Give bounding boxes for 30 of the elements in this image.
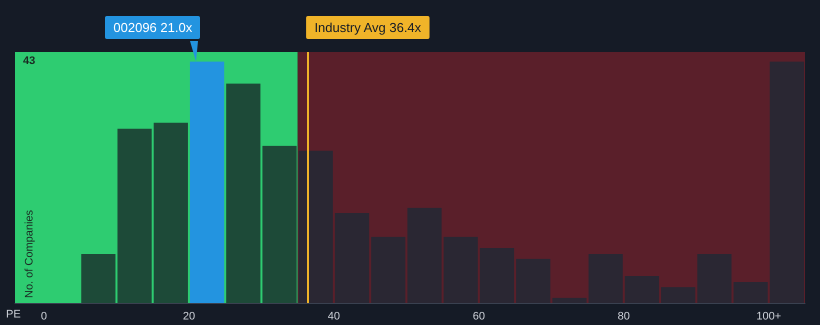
bar bbox=[624, 276, 660, 303]
y-axis-title: No. of Companies bbox=[24, 209, 36, 298]
x-tick-label: 80 bbox=[618, 310, 630, 322]
bar bbox=[552, 298, 587, 303]
bar bbox=[444, 236, 478, 303]
annotation: 002096 21.0x bbox=[105, 16, 200, 39]
x-tick-label: 100+ bbox=[756, 310, 782, 322]
bar bbox=[81, 254, 116, 303]
bar bbox=[262, 146, 297, 303]
bar bbox=[371, 236, 406, 303]
x-tick-label: 40 bbox=[328, 310, 340, 322]
bar bbox=[661, 287, 696, 303]
bar bbox=[226, 84, 260, 303]
bar bbox=[770, 62, 804, 303]
annotation: 43 bbox=[23, 55, 36, 68]
bar bbox=[516, 258, 550, 303]
bar bbox=[588, 254, 623, 303]
bar bbox=[154, 122, 188, 303]
bar bbox=[734, 282, 768, 303]
x-tick-label: 20 bbox=[182, 310, 196, 322]
x-tick-label: 0 bbox=[40, 310, 48, 322]
x-axis-title: PE bbox=[6, 308, 21, 320]
ref-line-label: Industry Avg 36.4x bbox=[314, 20, 422, 35]
bar bbox=[117, 128, 152, 303]
x-tick-label: 60 bbox=[472, 310, 485, 322]
bar bbox=[334, 212, 370, 303]
bar bbox=[407, 208, 442, 303]
bar bbox=[697, 254, 732, 303]
bar bbox=[480, 248, 514, 303]
bar bbox=[298, 150, 333, 303]
